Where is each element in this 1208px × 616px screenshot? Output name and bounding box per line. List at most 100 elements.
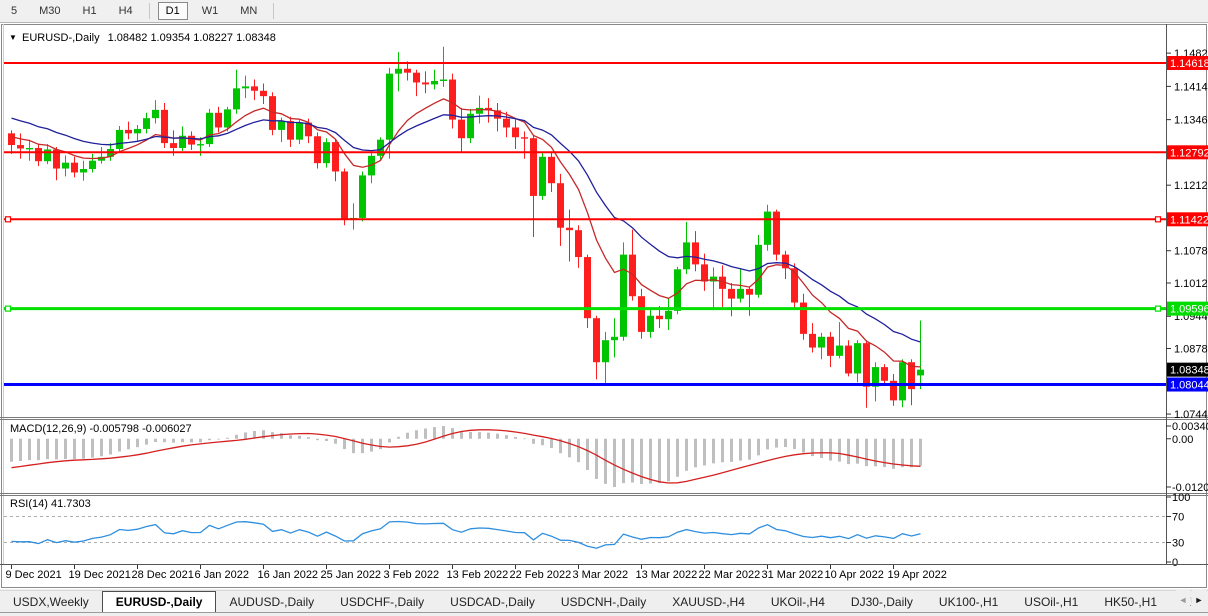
macd-histogram-bar	[154, 438, 157, 442]
symbol-tab-usdcad-daily[interactable]: USDCAD-,Daily	[450, 594, 535, 609]
candle-body	[899, 362, 906, 401]
symbol-dropdown-icon[interactable]: ▼	[9, 33, 17, 42]
timeframe-button-d1[interactable]: D1	[157, 2, 188, 20]
hline-handle[interactable]	[1154, 305, 1162, 312]
candle-body	[539, 156, 546, 196]
macd-histogram-bar	[532, 438, 535, 444]
symbol-tab-xauusd-h4[interactable]: XAUUSD-,H4	[672, 594, 745, 609]
candle-body	[431, 80, 438, 85]
candle-body	[314, 136, 321, 164]
macd-histogram-bar	[820, 438, 823, 458]
candle-body	[773, 211, 780, 255]
macd-histogram-bar	[730, 438, 733, 462]
candle-body	[35, 148, 42, 162]
timeframe-button-mn[interactable]: MN	[240, 5, 258, 17]
macd-histogram-bar	[109, 438, 112, 455]
macd-histogram-bar	[361, 438, 364, 454]
tab-scroll-right-icon[interactable]: ►	[1192, 590, 1206, 610]
macd-histogram-bar	[640, 438, 643, 485]
macd-histogram-bar	[388, 438, 391, 443]
price-badge	[1167, 377, 1208, 392]
symbol-tab-ukoil-h4[interactable]: UKOil-,H4	[770, 594, 825, 609]
symbol-tab-uk100-h1[interactable]: UK100-,H1	[938, 594, 999, 609]
macd-histogram-bar	[631, 438, 634, 483]
timeframe-button-h4[interactable]: H4	[118, 5, 133, 17]
macd-histogram-bar	[469, 431, 472, 439]
symbol-tab-dj30-daily[interactable]: DJ30-,Daily	[850, 594, 913, 609]
macd-histogram-bar	[775, 438, 778, 448]
symbol-tab-usoil-h1[interactable]: USOil-,H1	[1024, 594, 1079, 609]
candle-body	[161, 109, 168, 144]
candle-body	[260, 90, 267, 97]
macd-histogram-bar	[739, 438, 742, 461]
time-tick-label: 22 Mar 2022	[699, 569, 761, 581]
symbol-tab-usdx-weekly[interactable]: USDX,Weekly	[13, 594, 89, 609]
toolbar-separator	[148, 3, 150, 19]
macd-histogram-bar	[181, 438, 184, 443]
candle-body	[26, 148, 33, 150]
timeframe-toolbar: 5 M30 H1 H4 D1 W1 MN	[0, 0, 1208, 23]
candle-body	[440, 79, 447, 81]
candle-body	[638, 296, 645, 332]
timeframe-button-5[interactable]: 5	[11, 5, 18, 17]
macd-label: MACD(12,26,9) -0.005798 -0.006027	[10, 423, 192, 435]
hline-handle[interactable]	[1154, 216, 1162, 223]
rsi-line	[11, 520, 921, 549]
price-badge-label: 1.11422	[1170, 214, 1208, 226]
macd-histogram-bar	[379, 438, 382, 450]
timeframe-button-m30[interactable]: M30	[39, 5, 61, 17]
macd-histogram-bar	[352, 438, 355, 454]
axes-and-scales: 1.148201.141401.134601.121201.107801.101…	[0, 24, 1208, 581]
price-plot-area[interactable]	[4, 46, 1166, 408]
symbol-tab-usdcnh-daily[interactable]: USDCNH-,Daily	[560, 594, 647, 609]
candle-body	[233, 88, 240, 110]
macd-histogram-bar	[793, 438, 796, 449]
hline-handle[interactable]	[4, 216, 12, 223]
candle-body	[692, 242, 699, 265]
candle-body	[584, 257, 591, 319]
price-badge	[1167, 362, 1208, 377]
chart-title: EURUSD-,Daily 1.08482 1.09354 1.08227 1.0…	[22, 32, 276, 44]
symbol-tab-eurusd-daily[interactable]: EURUSD-,Daily	[101, 591, 217, 612]
macd-histogram-bar	[82, 438, 85, 459]
time-tick-label: 19 Apr 2022	[888, 569, 947, 581]
macd-histogram-bar	[253, 430, 256, 439]
price-tick-label: 1.14140	[1174, 81, 1208, 93]
symbol-tab-audusd-daily[interactable]: AUDUSD-,Daily	[229, 594, 315, 609]
macd-histogram-bar	[208, 438, 211, 441]
macd-histogram-bar	[784, 438, 787, 448]
macd-histogram-bar	[595, 438, 598, 479]
symbol-tab-usdchf-daily[interactable]: USDCHF-,Daily	[340, 594, 425, 609]
timeframe-button-h1[interactable]: H1	[82, 5, 97, 17]
macd-histogram-bar	[127, 438, 130, 450]
macd-histogram-bar	[667, 438, 670, 482]
candle-body	[557, 183, 564, 228]
time-tick-label: 13 Feb 2022	[447, 569, 509, 581]
macd-histogram-bar	[676, 438, 679, 477]
candle-body	[908, 362, 915, 390]
tab-scroll-left-icon[interactable]: ◄	[1176, 590, 1190, 610]
candle-body	[548, 156, 555, 184]
candle-body	[737, 288, 744, 299]
candle-body	[116, 129, 123, 149]
time-tick-label: 19 Dec 2021	[69, 569, 131, 581]
candle-body	[728, 288, 735, 299]
candle-body	[386, 73, 393, 140]
time-tick-label: 31 Mar 2022	[762, 569, 824, 581]
symbol-tab-hk50-h1[interactable]: HK50-,H1	[1104, 594, 1157, 609]
macd-histogram-bar	[838, 438, 841, 462]
macd-histogram-bar	[334, 438, 337, 444]
hline-handle[interactable]	[4, 305, 12, 312]
candle-body	[71, 162, 78, 173]
candle-body	[179, 135, 186, 149]
candle-body	[422, 82, 429, 85]
macd-histogram-bar	[280, 433, 283, 439]
macd-histogram-bar	[802, 438, 805, 453]
timeframe-button-w1[interactable]: W1	[201, 5, 219, 17]
macd-histogram-bar	[433, 427, 436, 439]
macd-histogram-bar	[613, 438, 616, 487]
price-badge	[1167, 56, 1208, 70]
candle-body	[449, 79, 456, 120]
candle-body	[827, 336, 834, 356]
